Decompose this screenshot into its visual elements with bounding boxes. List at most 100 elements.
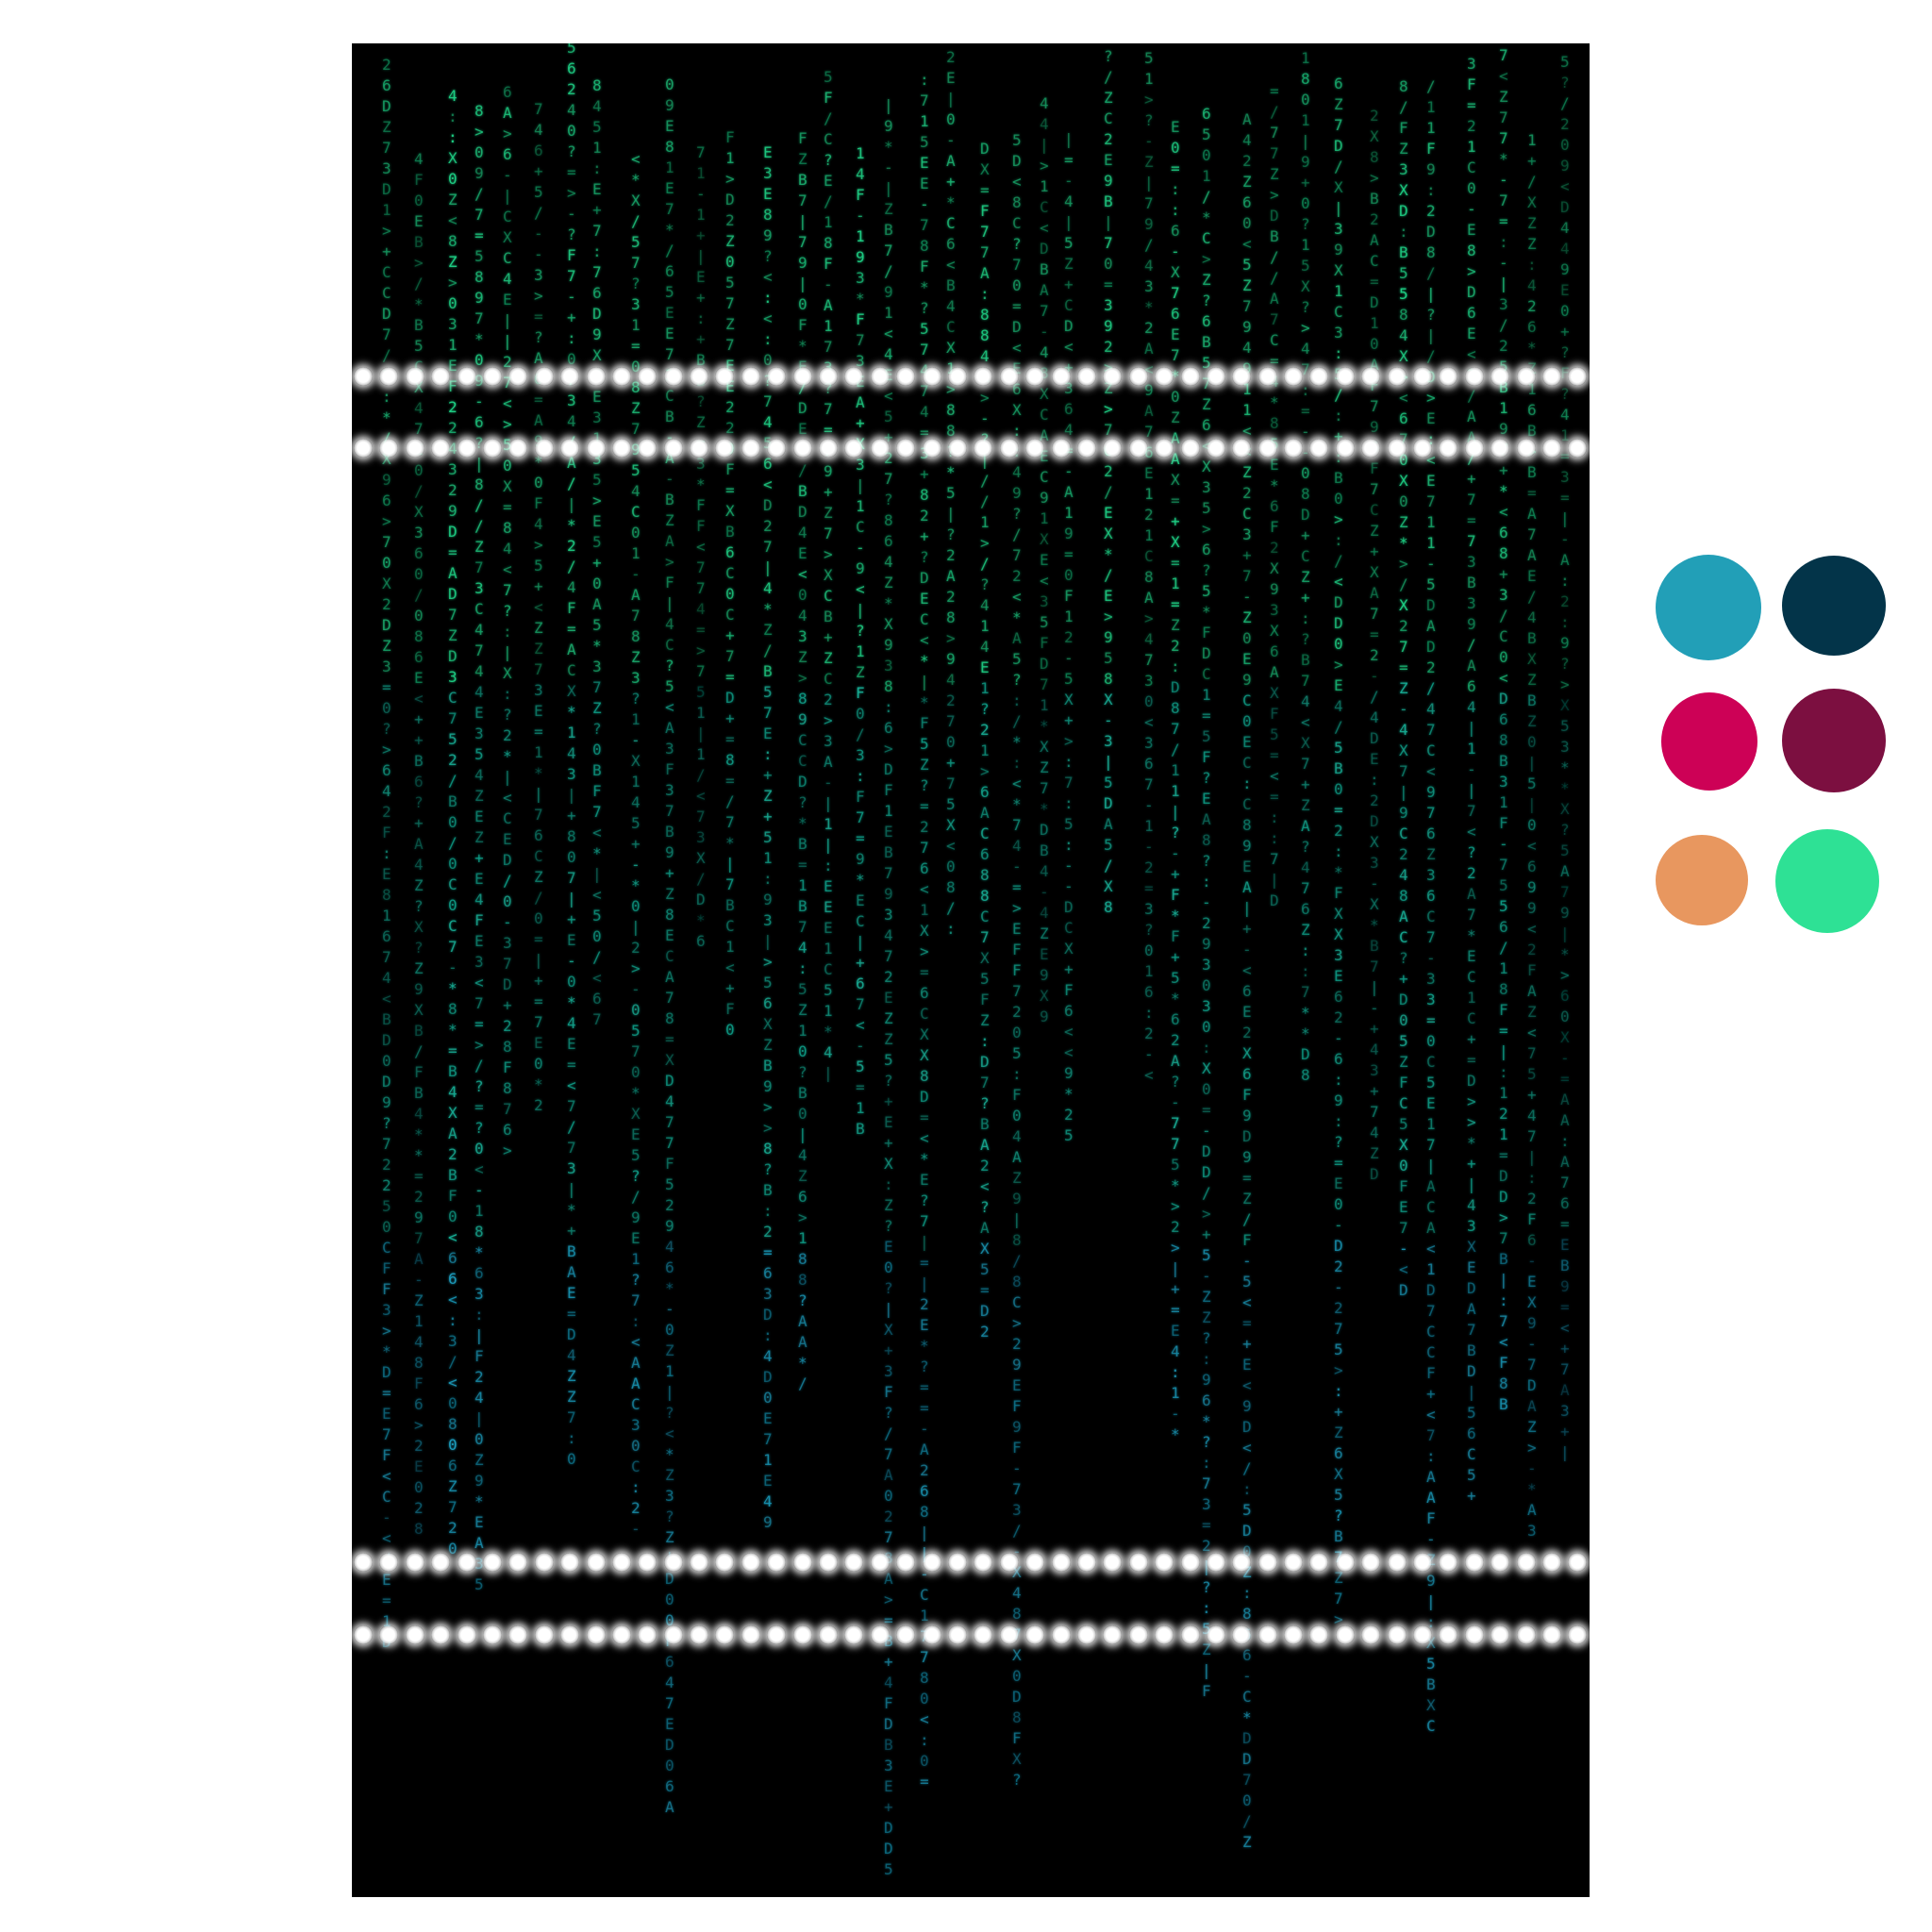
rain-glyph: 6 (1144, 983, 1154, 1001)
rain-glyph: F (448, 1187, 458, 1205)
rain-glyph: 0 (414, 565, 424, 583)
rain-glyph: + (1064, 960, 1074, 978)
rain-glyph: - (1242, 1252, 1252, 1270)
rain-glyph: 5 (1104, 836, 1113, 854)
rain-glyph: * (475, 330, 484, 348)
rain-glyph: 7 (1370, 1103, 1379, 1121)
rain-glyph: 1 (980, 679, 990, 697)
rain-glyph: X (1399, 181, 1408, 199)
rain-glyph: Z (448, 1477, 458, 1495)
rain-glyph: 4 (696, 600, 706, 618)
led-light (1541, 439, 1561, 458)
rain-glyph: 7 (1370, 397, 1379, 415)
led-light (508, 1553, 528, 1572)
rain-glyph: 5 (1270, 725, 1279, 743)
rain-glyph: X (1560, 696, 1570, 714)
rain-glyph: * (1171, 367, 1180, 385)
rain-glyph: - (1202, 1267, 1211, 1285)
rain-glyph: / (856, 725, 865, 743)
rain-glyph: 2 (1202, 1537, 1211, 1555)
rain-glyph: 9 (1334, 241, 1343, 258)
rain-glyph: 2 (503, 1017, 512, 1035)
rain-glyph: 3 (1370, 1061, 1379, 1079)
rain-glyph: / (696, 766, 706, 784)
rain-glyph: 5 (696, 683, 706, 701)
rain-glyph: D (884, 1840, 893, 1857)
rain-glyph: / (1104, 483, 1113, 501)
rain-glyph: + (1334, 427, 1343, 445)
rain-glyph: = (1467, 1051, 1476, 1069)
led-light (974, 367, 993, 386)
rain-glyph: 6 (920, 859, 929, 877)
rain-glyph: D (382, 305, 391, 323)
rain-glyph: 7 (696, 662, 706, 680)
rain-glyph: - (920, 1420, 929, 1438)
rain-glyph: - (1242, 941, 1252, 958)
rain-glyph: X (1334, 905, 1343, 923)
led-light (1516, 1625, 1536, 1644)
rain-glyph: A (1426, 1489, 1436, 1507)
rain-glyph: E (534, 1034, 543, 1052)
rain-glyph: / (448, 1353, 458, 1371)
rain-glyph: 2 (382, 803, 391, 821)
rain-glyph: 4 (1171, 1342, 1180, 1360)
rain-glyph: | (503, 187, 512, 205)
rain-glyph: E (920, 175, 929, 192)
led-light (1155, 1553, 1174, 1572)
rain-glyph: 4 (980, 347, 990, 365)
rain-glyph: > (1560, 675, 1570, 693)
led-light (482, 367, 502, 386)
rain-glyph: | (1104, 213, 1113, 231)
rain-glyph: 3 (856, 269, 865, 287)
rain-glyph: + (763, 808, 773, 825)
rain-glyph: X (1270, 622, 1279, 640)
rain-glyph: = (1301, 402, 1310, 420)
rain-glyph: ? (1560, 821, 1570, 839)
rain-glyph: 3 (856, 352, 865, 370)
rain-glyph: C (1064, 296, 1074, 314)
rain-glyph: C (1399, 1094, 1408, 1112)
rain-glyph: / (1560, 94, 1570, 112)
rain-glyph: < (503, 560, 512, 578)
rain-glyph: = (1399, 658, 1408, 676)
rain-glyph: + (592, 554, 602, 572)
led-light (1128, 1625, 1148, 1644)
rain-glyph: - (567, 952, 576, 970)
rain-glyph: 7 (1426, 804, 1436, 822)
rain-glyph: 3 (1242, 525, 1252, 543)
rain-glyph: / (1426, 77, 1436, 95)
rain-glyph: / (382, 429, 391, 447)
rain-glyph: 7 (1242, 1771, 1252, 1789)
led-light (1309, 1625, 1329, 1644)
rain-glyph: E (1426, 1094, 1436, 1112)
rain-glyph: ? (1144, 111, 1154, 129)
rain-glyph: ? (475, 1077, 484, 1095)
rain-glyph: D (980, 140, 990, 158)
rain-glyph: ? (1202, 769, 1211, 787)
rain-glyph: ? (824, 379, 833, 397)
rain-glyph: A (1144, 402, 1154, 420)
rain-glyph: Z (824, 504, 833, 522)
rain-glyph: 9 (665, 96, 675, 114)
rain-glyph: 0 (1301, 464, 1310, 482)
rain-glyph: 7 (980, 223, 990, 241)
rain-glyph: C (1012, 1293, 1022, 1311)
rain-glyph: 4 (1527, 276, 1537, 294)
rain-glyph: X (1104, 691, 1113, 708)
rain-glyph: * (475, 1243, 484, 1261)
rain-glyph: - (1171, 1405, 1180, 1423)
rain-glyph: 4 (1334, 697, 1343, 715)
rain-glyph: E (1426, 472, 1436, 490)
rain-glyph: + (475, 849, 484, 867)
rain-glyph: 0 (665, 1611, 675, 1629)
rain-glyph: C (824, 670, 833, 688)
rain-glyph: ? (920, 1357, 929, 1375)
rain-glyph: D (1270, 891, 1279, 909)
rain-glyph: Z (798, 1167, 808, 1185)
rain-glyph: 7 (448, 606, 458, 624)
rain-glyph: F (382, 1446, 391, 1464)
rain-glyph: / (475, 496, 484, 514)
rain-glyph: B (798, 1084, 808, 1102)
rain-glyph: < (1426, 451, 1436, 469)
rain-glyph: 5 (1202, 1246, 1211, 1264)
